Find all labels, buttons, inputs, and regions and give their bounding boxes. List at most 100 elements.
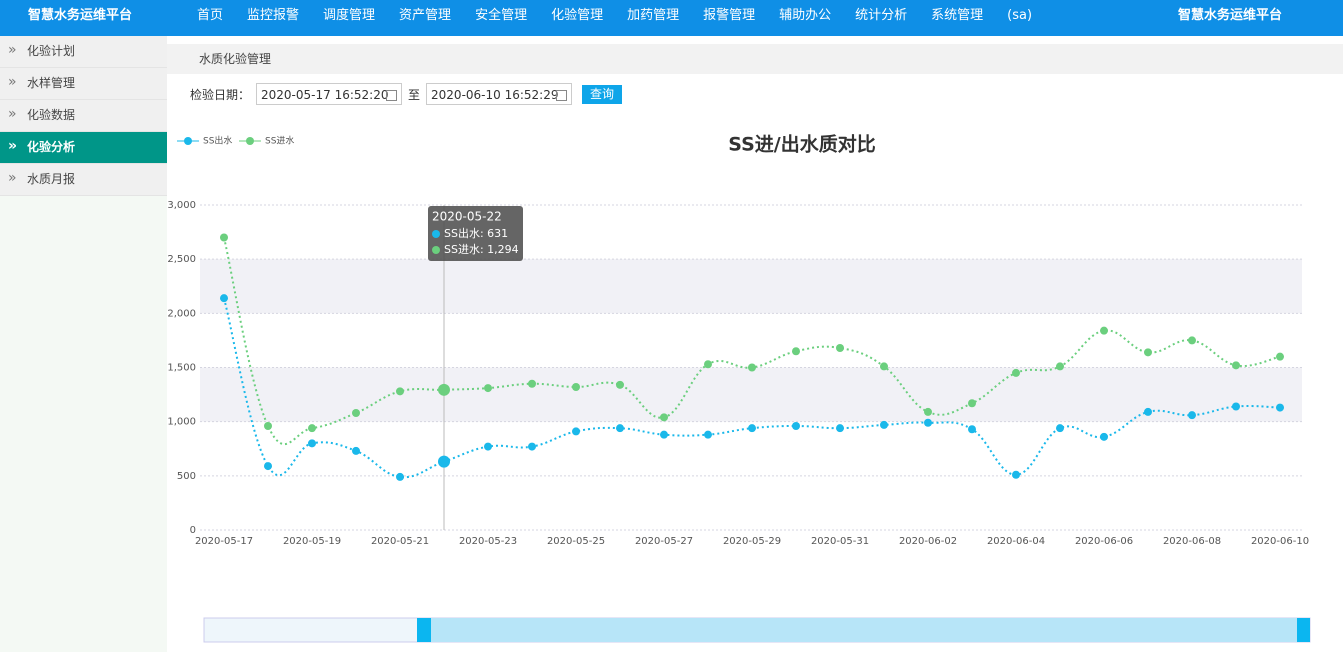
data-point[interactable] bbox=[660, 413, 668, 422]
separator: 至 bbox=[408, 87, 421, 102]
data-point[interactable] bbox=[1188, 411, 1196, 420]
data-point[interactable] bbox=[1100, 432, 1108, 441]
data-point[interactable] bbox=[748, 424, 756, 433]
legend-marker bbox=[184, 137, 192, 145]
data-point[interactable] bbox=[792, 347, 800, 356]
data-point[interactable] bbox=[308, 424, 316, 433]
data-point[interactable] bbox=[968, 425, 976, 434]
data-point[interactable] bbox=[924, 418, 932, 427]
data-point[interactable] bbox=[660, 430, 668, 439]
y-tick-label: 1,500 bbox=[167, 363, 196, 374]
data-point[interactable] bbox=[704, 360, 712, 369]
query-button[interactable]: 查询 bbox=[582, 84, 623, 104]
data-point[interactable] bbox=[1276, 403, 1284, 412]
legend-label[interactable]: SS出水 bbox=[203, 135, 232, 147]
data-point[interactable] bbox=[1012, 470, 1020, 479]
nav: 首页 监控报警 调度管理 资产管理 安全管理 化验管理 加药管理 报警管理 辅助办公 统计分析 系统… bbox=[185, 0, 1044, 36]
sidebar-item[interactable]: 化验数据 bbox=[0, 99, 167, 132]
data-point[interactable] bbox=[616, 424, 624, 433]
nav-item[interactable]: 系统管理 bbox=[931, 8, 984, 23]
grid-band bbox=[200, 259, 1302, 314]
x-tick-label: 2020-06-08 bbox=[1163, 536, 1221, 547]
data-point[interactable] bbox=[352, 409, 360, 417]
start-date-input[interactable]: 2020-05-17 16:52:20 bbox=[256, 83, 403, 105]
sidebar-item[interactable]: 化验计划 bbox=[0, 35, 167, 68]
data-point[interactable] bbox=[528, 379, 536, 388]
data-point[interactable] bbox=[924, 407, 932, 416]
x-tick-label: 2020-06-06 bbox=[1075, 536, 1133, 547]
data-point[interactable] bbox=[704, 430, 712, 439]
nav-item[interactable]: 安全管理 bbox=[475, 8, 528, 23]
nav-item[interactable]: 加药管理 bbox=[627, 8, 680, 23]
y-tick-label: 3,000 bbox=[167, 200, 196, 211]
data-point[interactable] bbox=[968, 399, 976, 408]
data-point[interactable] bbox=[438, 455, 450, 468]
sidebar-item[interactable]: 水质月报 bbox=[0, 163, 167, 196]
data-point[interactable] bbox=[1232, 402, 1240, 411]
zoom-handle[interactable] bbox=[1297, 618, 1310, 642]
data-point[interactable] bbox=[572, 427, 580, 436]
nav-item[interactable]: 监控报警 bbox=[247, 8, 300, 23]
data-point[interactable] bbox=[264, 462, 272, 471]
sidebar: 化验计划水样管理化验数据化验分析水质月报 bbox=[0, 35, 167, 652]
data-point[interactable] bbox=[616, 380, 624, 389]
nav-item[interactable]: 辅助办公 bbox=[779, 8, 832, 23]
data-point[interactable] bbox=[1012, 368, 1020, 377]
nav-item[interactable]: 统计分析 bbox=[855, 8, 908, 23]
sidebar-item[interactable]: 水样管理 bbox=[0, 67, 167, 100]
data-point[interactable] bbox=[308, 439, 316, 448]
nav-item[interactable]: 调度管理 bbox=[323, 8, 376, 23]
data-point[interactable] bbox=[880, 362, 888, 371]
query-form: 检验日期： 2020-05-17 16:52:20 至 2020-06-10 1… bbox=[190, 82, 623, 106]
platform-title: 智慧水务运维平台 bbox=[1177, 8, 1282, 23]
data-point[interactable] bbox=[880, 420, 888, 429]
data-point[interactable] bbox=[484, 442, 492, 451]
data-point[interactable] bbox=[1056, 362, 1064, 371]
legend-marker bbox=[246, 137, 254, 145]
data-point[interactable] bbox=[836, 424, 844, 433]
nav-item[interactable]: 报警管理 bbox=[703, 8, 756, 23]
data-point[interactable] bbox=[836, 344, 844, 352]
zoom-window[interactable] bbox=[424, 618, 1304, 642]
data-point[interactable] bbox=[748, 363, 756, 372]
grid-band bbox=[200, 367, 1302, 422]
logo[interactable]: 智慧水务运维平台 bbox=[27, 8, 132, 23]
data-point[interactable] bbox=[1188, 336, 1196, 345]
legend-label[interactable]: SS进水 bbox=[265, 135, 294, 147]
data-point[interactable] bbox=[572, 383, 580, 391]
data-point[interactable] bbox=[484, 384, 492, 393]
zoom-handle[interactable] bbox=[417, 618, 431, 642]
series-line bbox=[223, 297, 1281, 479]
end-date-input[interactable]: 2020-06-10 16:52:29 bbox=[426, 83, 573, 105]
date-label: 检验日期： bbox=[190, 87, 251, 102]
data-point[interactable] bbox=[352, 446, 360, 455]
chart-title: SS进/出水质对比 bbox=[728, 133, 875, 156]
data-point[interactable] bbox=[1100, 326, 1108, 335]
data-point[interactable] bbox=[264, 422, 272, 430]
data-point[interactable] bbox=[396, 387, 404, 396]
x-tick-label: 2020-05-27 bbox=[635, 536, 693, 547]
data-point[interactable] bbox=[1144, 407, 1152, 416]
data-point[interactable] bbox=[528, 442, 536, 451]
data-point[interactable] bbox=[220, 233, 228, 242]
button-label: 查询 bbox=[590, 86, 615, 101]
nav-item[interactable]: 化验管理 bbox=[551, 8, 604, 23]
x-tick-label: 2020-06-10 bbox=[1251, 536, 1309, 547]
x-tick-label: 2020-05-17 bbox=[195, 536, 253, 547]
data-point[interactable] bbox=[1144, 348, 1152, 357]
x-tick-label: 2020-05-31 bbox=[811, 536, 869, 547]
data-point[interactable] bbox=[1276, 352, 1284, 361]
data-point[interactable] bbox=[1056, 424, 1064, 433]
data-point[interactable] bbox=[438, 383, 450, 396]
x-tick-label: 2020-06-04 bbox=[987, 536, 1045, 547]
sidebar-item[interactable]: 化验分析 bbox=[0, 131, 167, 164]
nav-item[interactable]: 资产管理 bbox=[399, 8, 452, 23]
nav-item[interactable]: 首页 bbox=[197, 8, 224, 23]
y-tick-label: 2,500 bbox=[167, 254, 196, 265]
nav-item[interactable]: (sa) bbox=[1007, 8, 1033, 23]
data-point[interactable] bbox=[396, 472, 404, 481]
data-point[interactable] bbox=[792, 422, 800, 430]
data-point[interactable] bbox=[220, 294, 228, 303]
data-point[interactable] bbox=[1232, 361, 1240, 370]
x-tick-label: 2020-05-19 bbox=[283, 536, 341, 547]
